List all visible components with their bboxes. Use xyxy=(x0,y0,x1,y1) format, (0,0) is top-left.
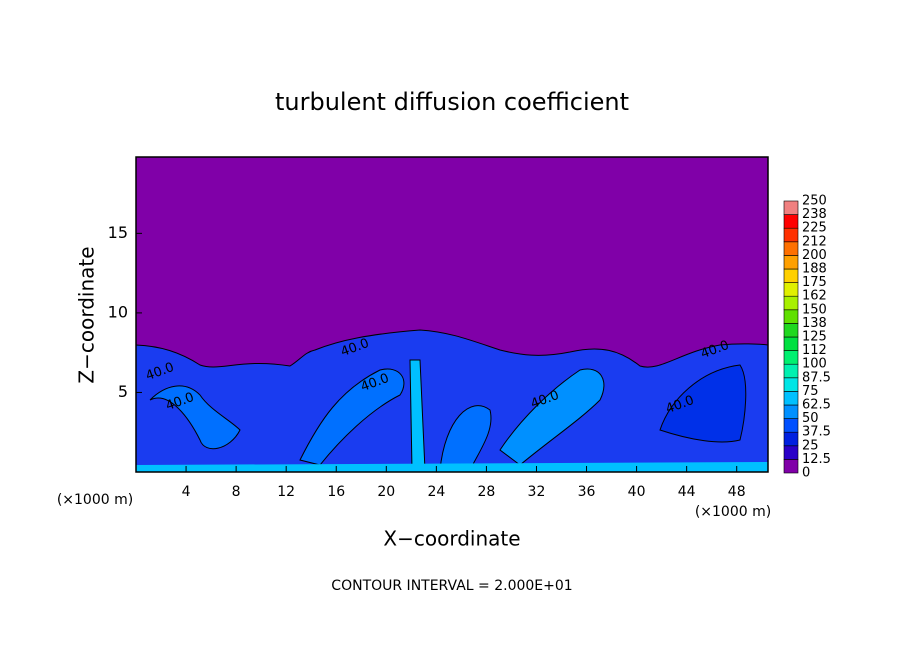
x-unit: (×1000 m) xyxy=(695,504,771,520)
colorbar-swatch xyxy=(783,418,799,433)
field-blob xyxy=(499,368,605,466)
colorbar-label: 238 xyxy=(802,207,827,222)
x-tick-label: 12 xyxy=(277,484,295,500)
colorbar-swatch xyxy=(783,227,799,243)
colorbar-swatch xyxy=(783,268,799,283)
colorbar-label: 112 xyxy=(802,343,827,358)
colorbar-label: 37.5 xyxy=(802,425,831,440)
colorbar-label: 0 xyxy=(802,466,810,481)
x-tick-label: 24 xyxy=(427,484,445,500)
chart-title: turbulent diffusion coefficient xyxy=(275,88,629,116)
x-tick-label: 40 xyxy=(628,484,646,500)
field-blob xyxy=(149,385,241,450)
colorbar-swatch xyxy=(783,282,799,297)
colorbar-label: 100 xyxy=(802,357,827,372)
colorbar-label: 12.5 xyxy=(802,452,831,467)
colorbar-swatch xyxy=(783,404,799,419)
colorbar-swatch xyxy=(783,309,799,324)
x-tick-label: 20 xyxy=(377,484,395,500)
field-blob xyxy=(439,405,492,471)
x-tick-label: 44 xyxy=(678,484,696,500)
colorbar-label: 138 xyxy=(802,316,827,331)
x-tick-label: 36 xyxy=(578,484,596,500)
colorbar-label: 125 xyxy=(802,330,827,345)
x-unit: (×1000 m) xyxy=(57,492,133,508)
colorbar-label: 162 xyxy=(802,289,827,304)
colorbar-swatch xyxy=(783,445,799,460)
y-axis-label: Z−coordinate xyxy=(75,246,99,383)
colorbar-label: 62.5 xyxy=(802,398,831,413)
colorbar-label: 75 xyxy=(802,384,819,399)
x-tick-label: 28 xyxy=(478,484,496,500)
field xyxy=(135,157,769,473)
x-axis-label: X−coordinate xyxy=(383,527,520,551)
colorbar-label: 25 xyxy=(802,438,819,453)
colorbar-swatch xyxy=(783,336,799,351)
colorbar-swatch xyxy=(783,214,799,229)
colorbar-swatch xyxy=(783,350,799,365)
y-tick-label: 15 xyxy=(108,223,128,242)
x-tick-label: 32 xyxy=(528,484,546,500)
colorbar-swatch xyxy=(783,459,799,474)
colorbar-swatch xyxy=(783,391,799,406)
x-tick-label: 4 xyxy=(182,484,191,500)
field-region xyxy=(135,329,769,473)
colorbar-label: 150 xyxy=(802,302,827,317)
colorbar-swatch xyxy=(783,295,799,311)
colorbar-label: 50 xyxy=(802,411,819,426)
colorbar-swatch xyxy=(783,363,799,379)
y-tick-label: 10 xyxy=(108,302,128,321)
colorbar-label: 200 xyxy=(802,248,827,263)
plot-frame xyxy=(135,156,769,473)
colorbar-label: 175 xyxy=(802,275,827,290)
colorbar-swatch xyxy=(783,431,799,447)
colorbar-swatch xyxy=(783,377,799,392)
colorbar-swatch xyxy=(783,200,799,215)
colorbar-label: 225 xyxy=(802,221,827,236)
colorbar-label: 250 xyxy=(802,194,827,209)
x-tick-label: 48 xyxy=(728,484,746,500)
note: CONTOUR INTERVAL = 2.000E+01 xyxy=(331,578,572,594)
colorbar-swatch xyxy=(783,255,799,270)
colorbar-label: 212 xyxy=(802,234,827,249)
colorbar-label: 188 xyxy=(802,262,827,277)
field-blob xyxy=(299,368,405,466)
colorbar-swatch xyxy=(783,323,799,338)
y-tick-label: 5 xyxy=(118,382,128,401)
x-tick-label: 16 xyxy=(327,484,345,500)
field-blob xyxy=(659,364,747,443)
field-blob xyxy=(136,462,768,472)
colorbar-swatch xyxy=(783,241,799,256)
colorbar-label: 87.5 xyxy=(802,370,831,385)
x-tick-label: 8 xyxy=(232,484,241,500)
